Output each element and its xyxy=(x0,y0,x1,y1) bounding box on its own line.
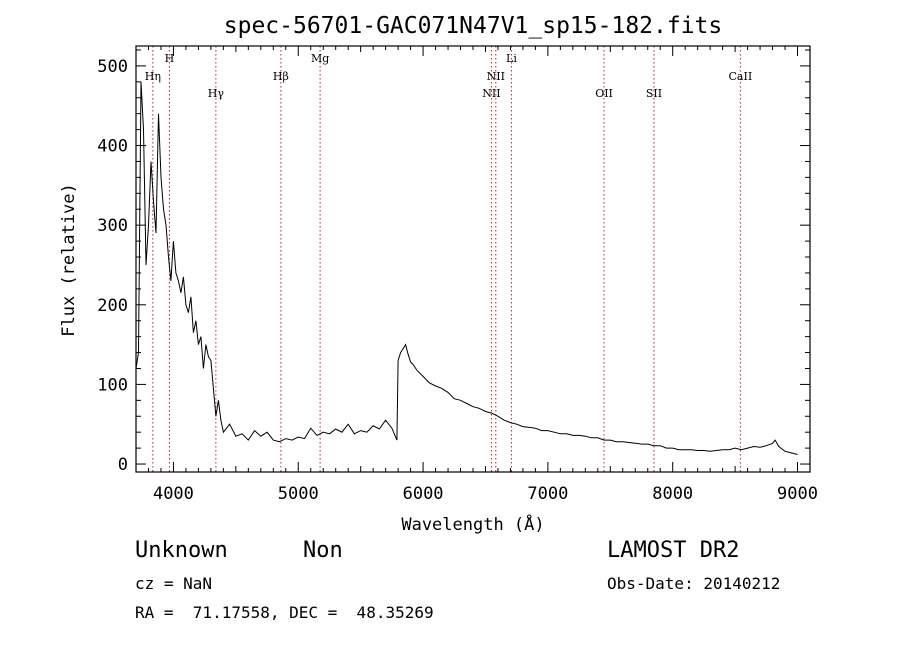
line-label: SII xyxy=(646,87,662,100)
line-label: Hη xyxy=(145,70,161,83)
emission-line-markers xyxy=(152,46,741,472)
line-label: NII xyxy=(482,87,500,100)
redshift-value: cz = NaN xyxy=(135,574,213,593)
coordinates: RA = 71.17558, DEC = 48.35269 xyxy=(135,603,434,622)
x-tick-label: 7000 xyxy=(527,484,568,504)
x-axis-label: Wavelength (Å) xyxy=(401,513,544,535)
object-subclass: Non xyxy=(303,538,343,563)
x-tick-label: 9000 xyxy=(777,484,818,504)
chart-title: spec-56701-GAC071N47V1_sp15-182.fits xyxy=(224,13,723,39)
y-tick-label: 400 xyxy=(97,137,128,157)
y-tick-label: 200 xyxy=(97,296,128,316)
y-axis-label: Flux (relative) xyxy=(59,183,79,337)
y-tick-label: 500 xyxy=(97,57,128,77)
x-axis-ticks: 4000 5000 6000 7000 8000 9000 xyxy=(147,46,818,504)
x-tick-label: 6000 xyxy=(403,484,444,504)
y-axis-ticks: 0 100 200 300 400 500 xyxy=(97,49,810,475)
line-label: H xyxy=(165,52,175,65)
x-tick-label: 8000 xyxy=(652,484,693,504)
line-label: Mg xyxy=(311,52,329,65)
line-label: OII xyxy=(595,87,613,100)
line-label: CaII xyxy=(729,70,753,83)
line-label: Hβ xyxy=(273,70,289,83)
y-tick-label: 0 xyxy=(118,455,128,475)
plot-frame xyxy=(135,45,811,473)
survey-name: LAMOST DR2 xyxy=(607,538,740,563)
line-label: Li xyxy=(506,52,517,65)
spectrum-line xyxy=(135,81,798,455)
y-tick-label: 100 xyxy=(97,375,128,395)
y-tick-label: 300 xyxy=(97,216,128,236)
observation-date: Obs-Date: 20140212 xyxy=(607,574,781,593)
line-label: NII xyxy=(487,70,505,83)
x-tick-label: 4000 xyxy=(153,484,194,504)
x-tick-label: 5000 xyxy=(278,484,319,504)
object-class: Unknown xyxy=(135,538,228,563)
line-label: Hγ xyxy=(208,87,225,100)
